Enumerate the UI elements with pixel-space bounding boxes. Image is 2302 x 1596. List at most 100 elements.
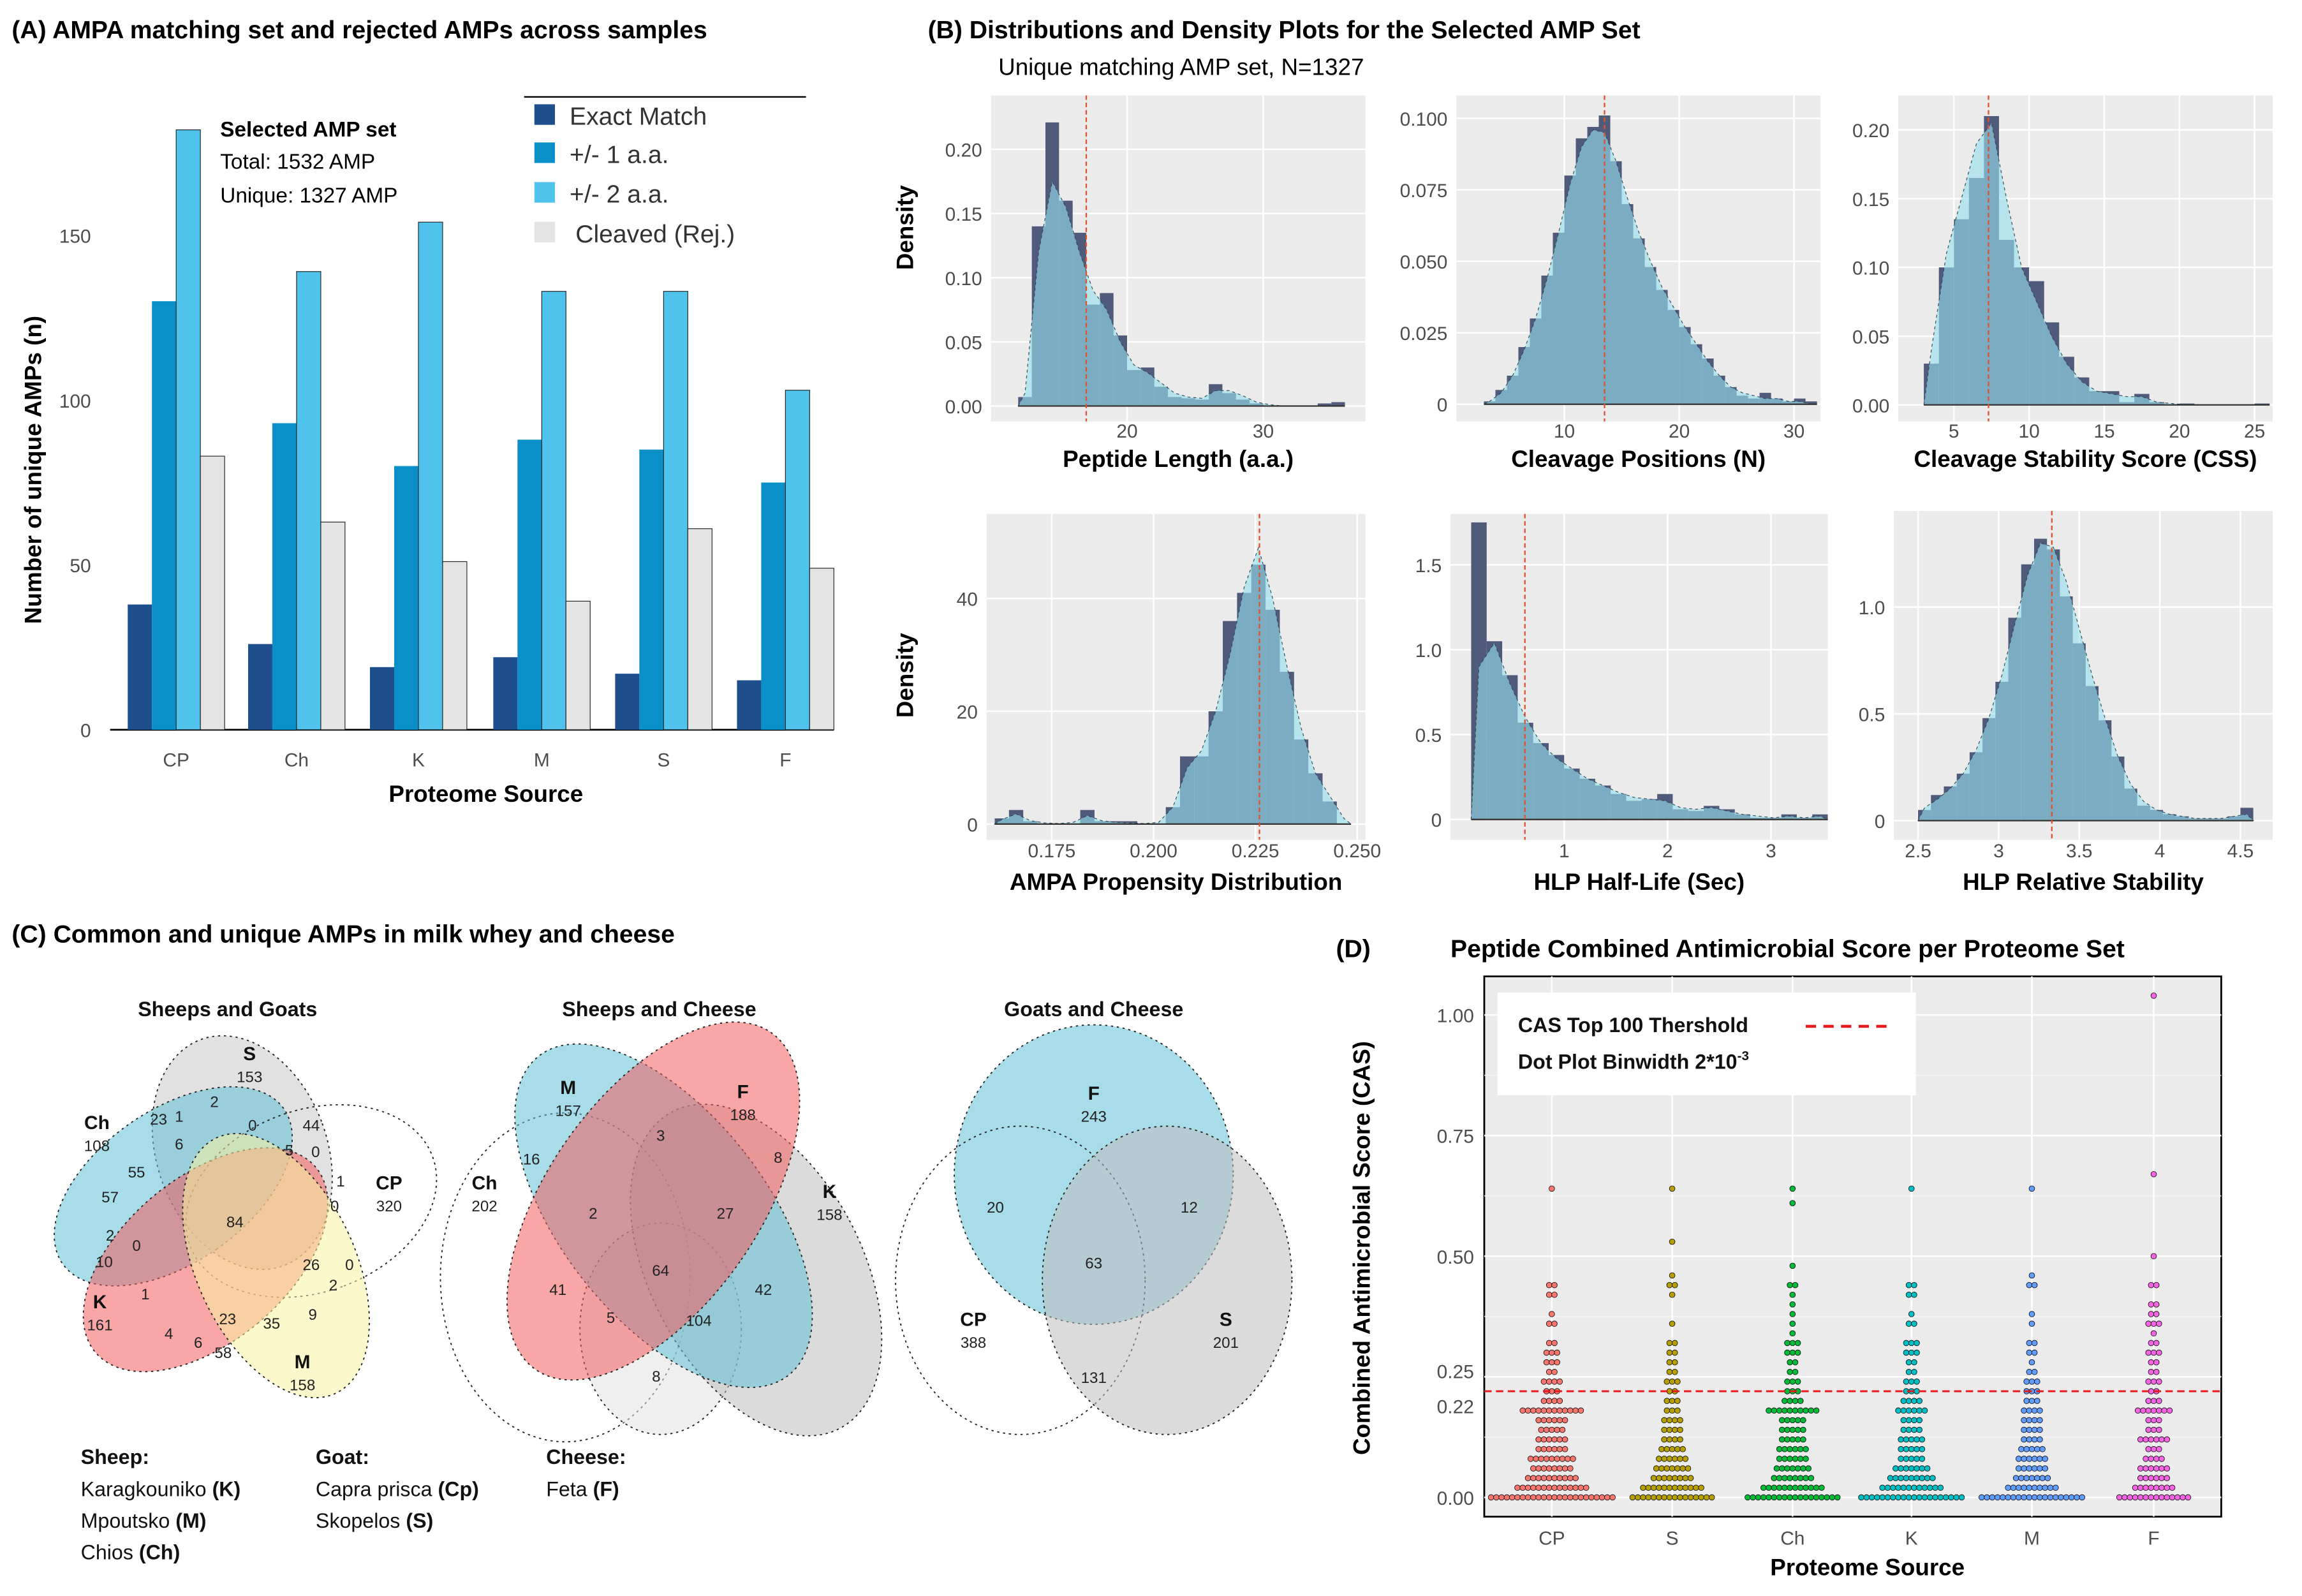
dot [1666, 1340, 1673, 1347]
dot [1900, 1426, 1907, 1433]
dot [1551, 1446, 1558, 1452]
dot [1693, 1484, 1699, 1491]
dot [1567, 1475, 1574, 1481]
dot [2028, 1320, 2035, 1327]
y-tick-label: 0.5 [1415, 725, 1442, 746]
dot [1778, 1436, 1785, 1443]
dot [1535, 1436, 1542, 1443]
venn-region-count: 104 [686, 1312, 711, 1329]
dot [2150, 1407, 2157, 1414]
dot [1916, 1417, 1922, 1424]
x-axis-title: Cleavage Positions (N) [1511, 446, 1766, 472]
dot [2150, 1378, 2157, 1385]
dot [1797, 1484, 1804, 1491]
dot [1900, 1398, 1907, 1404]
venn-region-count: 5 [607, 1310, 615, 1327]
histogram-panel-1: 0.00 0.05 0.10 0.15 0.20 20 30 Peptide Length (… [945, 95, 1366, 472]
dot [1911, 1369, 1917, 1375]
dot [2166, 1407, 2173, 1414]
dot [1524, 1484, 1531, 1491]
dot [1546, 1282, 1553, 1289]
dot [1514, 1494, 1521, 1501]
key-heading: Sheep: [81, 1445, 149, 1468]
dot [1549, 1359, 1555, 1366]
dot [1905, 1282, 1912, 1289]
key-item: Karagkouniko (K) [81, 1477, 241, 1500]
dot [1911, 1359, 1917, 1366]
dot [1932, 1494, 1938, 1501]
x-axis-title: HLP Relative Stability [1963, 869, 2204, 895]
bar-CP-2 [175, 129, 201, 730]
dot [2042, 1465, 2048, 1472]
dot [1900, 1407, 1907, 1414]
legend-label: +/- 1 a.a. [570, 142, 668, 169]
dot [1787, 1359, 1793, 1366]
x-tick-label: 0.250 [1333, 841, 1381, 862]
venn-region-count: 1 [336, 1173, 344, 1190]
panel-a-title: (A) AMPA matching set and rejected AMPs … [11, 17, 707, 44]
dot [1570, 1456, 1576, 1462]
venn-region-count: 57 [101, 1189, 119, 1206]
dot [2164, 1494, 2171, 1501]
venn-set-label: Ch [84, 1112, 110, 1134]
dot [1559, 1426, 1566, 1433]
y-tick-label: 0.15 [945, 204, 982, 225]
source-key-2: Goat:Capra prisca (Cp)Skopelos (S) [316, 1445, 479, 1532]
dot [1551, 1436, 1558, 1443]
y-tick-label: 0.025 [1400, 323, 1448, 344]
dot [1567, 1407, 1574, 1414]
dot-group-F [2116, 993, 2192, 1501]
dot [2026, 1494, 2033, 1501]
dot [1664, 1398, 1671, 1404]
dot [1549, 1426, 1555, 1433]
dot [2143, 1475, 2149, 1481]
dot [2137, 1465, 2144, 1472]
venn-region-count: 20 [987, 1199, 1004, 1216]
dot [1666, 1494, 1673, 1501]
y-tick-label: 0.15 [1852, 189, 1889, 211]
dot [2031, 1282, 2038, 1289]
venn-region-count: 0 [311, 1144, 320, 1161]
x-axis-title: HLP Half-Life (Sec) [1533, 869, 1745, 895]
dot [1884, 1484, 1891, 1491]
bar-S-1 [639, 449, 664, 730]
dot [1797, 1456, 1804, 1462]
dot [1533, 1456, 1539, 1462]
dot [1666, 1436, 1673, 1443]
dot [1554, 1426, 1560, 1433]
dot [1540, 1484, 1547, 1491]
venn-2: Sheeps and Cheese M 157 F 188 Ch 202 K 158 3 8 16 2 2… [439, 998, 883, 1443]
bar-M-1 [517, 440, 542, 730]
x-tick-label: Ch [1780, 1528, 1804, 1549]
dot [2153, 1484, 2160, 1491]
dot [1937, 1484, 1944, 1491]
dot [1671, 1340, 1678, 1347]
dot [1908, 1456, 1915, 1462]
venn-set-ellipse [1042, 1125, 1293, 1435]
dot [1889, 1484, 1896, 1491]
dot [1572, 1494, 1579, 1501]
dot [1800, 1426, 1806, 1433]
panel-d-title: Peptide Combined Antimicrobial Score per… [1450, 936, 2125, 963]
dot [1543, 1349, 1550, 1356]
y-tick-label: 1.0 [1415, 640, 1442, 661]
dot [1771, 1407, 1778, 1414]
dot [1546, 1417, 1553, 1424]
dot [2021, 1456, 2027, 1462]
dot [1546, 1446, 1553, 1452]
dot [1567, 1494, 1574, 1501]
histogram-panel-5: 0 0.5 1.0 1.5 1 2 3 HLP Half-Life (Sec) [1415, 514, 1828, 895]
y-tick-label: 0 [1875, 811, 1885, 832]
dot [1661, 1494, 1667, 1501]
dot [2153, 1340, 2160, 1347]
dot [2156, 1378, 2162, 1385]
x-tick-label: CP [1538, 1528, 1565, 1549]
dot [1556, 1475, 1563, 1481]
dot [1787, 1494, 1793, 1501]
dot [1794, 1340, 1801, 1347]
dot [1554, 1359, 1560, 1366]
dot [1524, 1475, 1531, 1481]
dot [2156, 1398, 2162, 1404]
dot [2148, 1484, 2155, 1491]
dot [1530, 1475, 1537, 1481]
